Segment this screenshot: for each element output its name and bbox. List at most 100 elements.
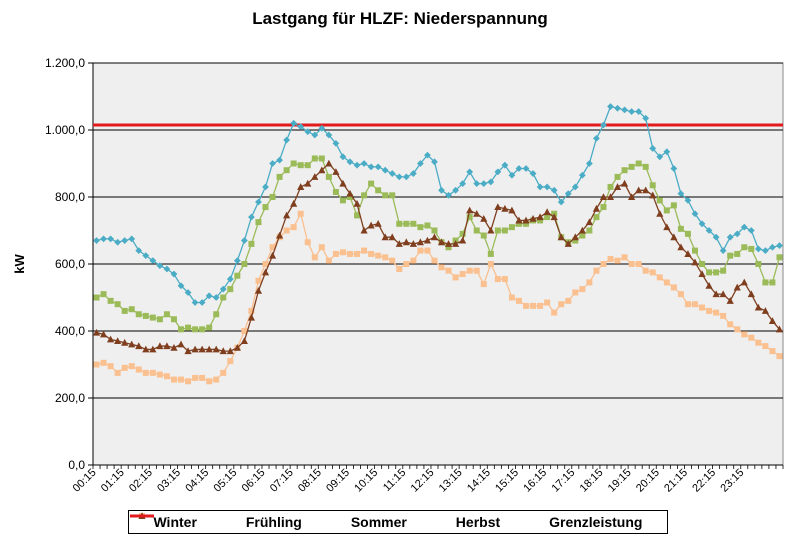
data-point bbox=[600, 204, 607, 211]
data-point bbox=[248, 307, 255, 314]
data-point bbox=[621, 106, 628, 114]
data-point bbox=[628, 193, 636, 200]
legend-item-frühling: Frühling bbox=[130, 513, 302, 530]
data-point bbox=[508, 206, 516, 214]
x-tick-label: 15:15 bbox=[493, 467, 521, 495]
legend-label: Frühling bbox=[245, 514, 302, 530]
data-point bbox=[93, 294, 100, 301]
data-point bbox=[268, 251, 277, 259]
data-point bbox=[226, 347, 234, 355]
data-point bbox=[212, 345, 220, 353]
data-point bbox=[614, 104, 621, 112]
data-point bbox=[262, 183, 269, 191]
data-point bbox=[368, 180, 375, 187]
data-point bbox=[241, 261, 248, 267]
data-point bbox=[416, 238, 424, 246]
data-point bbox=[579, 286, 586, 293]
data-point bbox=[114, 369, 121, 376]
data-point bbox=[459, 236, 467, 244]
data-point bbox=[423, 236, 432, 244]
data-point bbox=[93, 361, 100, 368]
data-point bbox=[93, 237, 100, 244]
data-point bbox=[424, 247, 431, 254]
data-point bbox=[543, 183, 551, 191]
data-point bbox=[431, 257, 438, 264]
data-point bbox=[544, 214, 551, 221]
data-point bbox=[388, 170, 396, 177]
data-point bbox=[663, 207, 670, 214]
data-point bbox=[346, 189, 354, 197]
data-point bbox=[283, 167, 290, 174]
data-point bbox=[522, 216, 530, 224]
data-point bbox=[445, 267, 452, 274]
x-tick-label: 12:15 bbox=[409, 467, 437, 495]
data-point bbox=[635, 261, 642, 267]
x-tick-label: 07:15 bbox=[268, 467, 296, 495]
chart-title: Lastgang für HLZF: Niederspannung bbox=[252, 9, 548, 28]
data-point bbox=[227, 286, 234, 293]
data-point bbox=[332, 168, 340, 175]
data-point bbox=[769, 279, 776, 286]
data-point bbox=[410, 257, 417, 264]
data-point bbox=[613, 183, 622, 190]
x-tick-label: 16:15 bbox=[521, 467, 549, 495]
data-point bbox=[135, 342, 143, 350]
data-point bbox=[564, 240, 572, 247]
data-point bbox=[642, 163, 649, 170]
data-point bbox=[389, 192, 396, 199]
data-point bbox=[170, 270, 178, 278]
data-point bbox=[114, 238, 122, 246]
x-tick-label: 06:15 bbox=[240, 467, 268, 495]
data-point bbox=[170, 343, 178, 351]
data-point bbox=[262, 261, 269, 267]
data-point bbox=[719, 290, 727, 298]
legend-item-herbst: Herbst bbox=[130, 512, 500, 530]
data-point bbox=[367, 163, 375, 171]
data-point bbox=[254, 287, 263, 294]
data-point bbox=[121, 237, 129, 244]
data-point bbox=[684, 230, 691, 237]
data-point bbox=[776, 254, 783, 261]
data-point bbox=[234, 272, 241, 279]
data-point bbox=[388, 233, 396, 241]
data-point bbox=[747, 290, 755, 298]
data-point bbox=[712, 233, 720, 241]
data-point bbox=[649, 269, 656, 276]
data-point bbox=[149, 257, 157, 265]
data-point bbox=[361, 192, 368, 199]
data-point bbox=[740, 223, 748, 231]
data-point bbox=[297, 183, 305, 190]
data-point bbox=[536, 183, 544, 191]
series-winter bbox=[93, 103, 783, 306]
data-point bbox=[579, 232, 586, 239]
data-point bbox=[346, 194, 353, 200]
x-tick-label: 01:15 bbox=[99, 467, 127, 495]
x-tick-label: 03:15 bbox=[155, 467, 183, 495]
data-point bbox=[557, 233, 565, 241]
data-point bbox=[346, 250, 353, 257]
data-point bbox=[381, 233, 389, 241]
data-point bbox=[607, 183, 614, 190]
data-point bbox=[199, 374, 206, 381]
data-point bbox=[149, 369, 156, 376]
legend-item-winter: Winter bbox=[130, 512, 197, 530]
data-point bbox=[205, 345, 213, 353]
data-point bbox=[466, 214, 473, 221]
data-point bbox=[367, 221, 375, 229]
data-point bbox=[713, 269, 720, 276]
data-point bbox=[178, 326, 185, 333]
data-point bbox=[142, 345, 150, 353]
data-point bbox=[212, 294, 220, 301]
data-point bbox=[473, 267, 480, 274]
data-point bbox=[332, 250, 339, 257]
data-point bbox=[543, 208, 551, 216]
data-point bbox=[564, 190, 572, 198]
data-point bbox=[691, 258, 699, 266]
x-tick-label: 08:15 bbox=[296, 467, 324, 495]
data-point bbox=[311, 155, 318, 162]
data-point bbox=[572, 237, 579, 244]
data-point bbox=[191, 345, 199, 353]
data-point bbox=[698, 270, 706, 278]
data-point bbox=[635, 186, 643, 194]
data-point bbox=[720, 312, 727, 319]
